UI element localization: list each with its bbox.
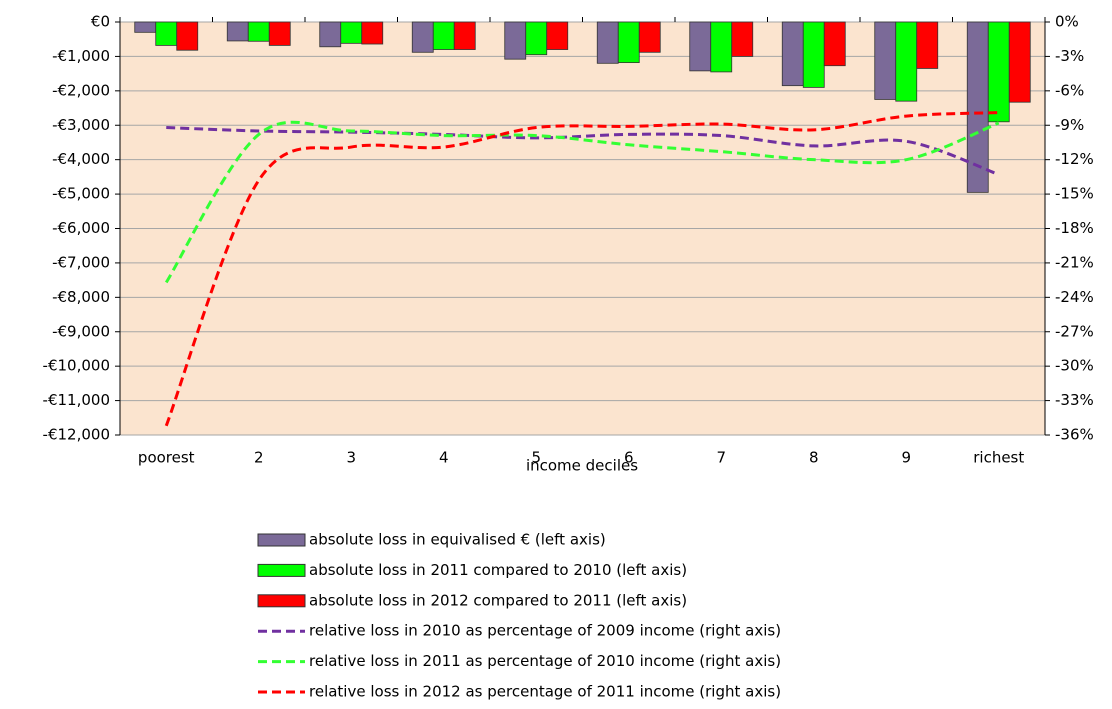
- y2-tick-label: -9%: [1055, 116, 1084, 134]
- y-tick-label: -€10,000: [43, 357, 110, 375]
- bar: [823, 21, 846, 67]
- bar: [895, 21, 918, 102]
- legend-label: relative loss in 2012 as percentage of 2…: [309, 683, 781, 701]
- bar: [226, 21, 249, 42]
- y-tick-label: -€6,000: [52, 219, 110, 237]
- x-axis-title: income deciles: [526, 457, 638, 475]
- legend-label: absolute loss in 2011 compared to 2010 (…: [309, 561, 687, 579]
- bar: [361, 21, 384, 45]
- bar: [638, 21, 661, 53]
- y2-tick-label: -30%: [1055, 357, 1094, 375]
- legend-label: relative loss in 2010 as percentage of 2…: [309, 622, 781, 640]
- y2-tick-label: 0%: [1055, 13, 1079, 31]
- bar: [155, 21, 178, 46]
- bar: [453, 21, 476, 50]
- y-tick-label: -€3,000: [52, 116, 110, 134]
- x-tick-label: 3: [346, 449, 356, 467]
- x-tick-label: 6: [624, 449, 634, 467]
- y-tick-label: -€8,000: [52, 288, 110, 306]
- bar: [268, 21, 291, 46]
- bar: [987, 21, 1010, 123]
- legend-swatch: [257, 563, 306, 577]
- y2-tick-label: -6%: [1055, 81, 1084, 99]
- x-tick-label: 2: [254, 449, 264, 467]
- legend-swatch: [257, 594, 306, 608]
- bar: [802, 21, 825, 88]
- y2-tick-label: -18%: [1055, 219, 1094, 237]
- bar: [340, 21, 363, 44]
- bar: [319, 21, 342, 48]
- y-tick-label: -€11,000: [43, 391, 110, 409]
- x-tick-label: 7: [716, 449, 726, 467]
- bar: [525, 21, 548, 56]
- legend-label: absolute loss in 2012 compared to 2011 (…: [309, 591, 687, 609]
- legend-swatch: [257, 533, 306, 547]
- line: [164, 120, 1000, 284]
- legend-label: relative loss in 2011 as percentage of 2…: [309, 652, 781, 670]
- bar: [874, 21, 897, 100]
- bar: [176, 21, 199, 51]
- y2-tick-label: -33%: [1055, 391, 1094, 409]
- y2-tick-label: -12%: [1055, 150, 1094, 168]
- y2-tick-label: -24%: [1055, 288, 1094, 306]
- y-tick-label: -€12,000: [43, 426, 110, 444]
- bar: [1008, 21, 1031, 103]
- bar: [689, 21, 712, 72]
- y-tick-label: -€9,000: [52, 322, 110, 340]
- x-tick-label: 4: [439, 449, 449, 467]
- x-tick-label: richest: [973, 449, 1024, 467]
- bar: [411, 21, 434, 53]
- y2-tick-label: -15%: [1055, 185, 1094, 203]
- y-tick-label: -€5,000: [52, 185, 110, 203]
- y-tick-label: €0: [91, 13, 110, 31]
- x-tick-label: poorest: [138, 449, 195, 467]
- y2-tick-label: -27%: [1055, 322, 1094, 340]
- legend-label: absolute loss in equivalised € (left axi…: [309, 531, 606, 549]
- y2-tick-label: -21%: [1055, 253, 1094, 271]
- x-tick-label: 5: [531, 449, 541, 467]
- y-tick-label: -€4,000: [52, 150, 110, 168]
- y-tick-label: -€1,000: [52, 47, 110, 65]
- bar: [596, 21, 619, 64]
- bar: [617, 21, 640, 64]
- line: [166, 126, 1000, 176]
- bar: [134, 21, 157, 33]
- y2-tick-label: -3%: [1055, 47, 1084, 65]
- bar: [916, 21, 939, 69]
- y2-tick-label: -36%: [1055, 426, 1094, 444]
- x-tick-label: 8: [809, 449, 819, 467]
- bar: [710, 21, 733, 73]
- x-tick-label: 9: [901, 449, 911, 467]
- y-tick-label: -€7,000: [52, 253, 110, 271]
- bar: [546, 21, 569, 50]
- bar: [504, 21, 527, 60]
- bar: [781, 21, 804, 87]
- bar: [432, 21, 455, 50]
- bar: [247, 21, 270, 42]
- y-tick-label: -€2,000: [52, 81, 110, 99]
- bar: [731, 21, 754, 57]
